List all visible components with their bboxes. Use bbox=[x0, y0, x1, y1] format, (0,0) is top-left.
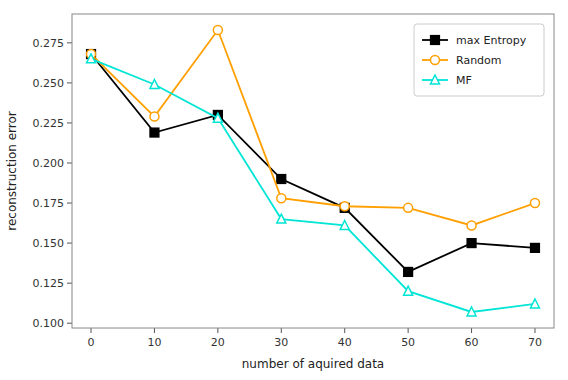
x-tick bbox=[217, 328, 218, 333]
legend: max Entropy Random MF bbox=[414, 24, 544, 96]
x-tick bbox=[154, 328, 155, 333]
x-tick-label: 30 bbox=[274, 336, 288, 349]
y-tick bbox=[67, 203, 72, 204]
y-tick bbox=[67, 283, 72, 284]
series-point bbox=[150, 128, 159, 137]
series-point bbox=[340, 202, 349, 211]
plot-frame bbox=[72, 14, 554, 328]
series-point bbox=[87, 54, 96, 63]
y-tick-label: 0.250 bbox=[33, 77, 65, 90]
series-line bbox=[91, 54, 535, 272]
x-tick bbox=[344, 328, 345, 333]
chart: 0.100 0.125 0.150 0.175 0.200 0.225 0.250 0.275… bbox=[0, 0, 568, 380]
series-point bbox=[340, 220, 349, 229]
series-point bbox=[150, 79, 159, 88]
series-line bbox=[91, 59, 535, 312]
y-tick bbox=[67, 42, 72, 43]
series-point bbox=[404, 203, 413, 212]
y-tick bbox=[67, 162, 72, 163]
y-tick bbox=[67, 122, 72, 123]
y-tick-label: 0.125 bbox=[33, 277, 65, 290]
y-tick-label: 0.150 bbox=[33, 237, 65, 250]
x-tick bbox=[408, 328, 409, 333]
series-point bbox=[530, 243, 539, 252]
series-point bbox=[467, 307, 476, 316]
x-tick-label: 50 bbox=[401, 336, 415, 349]
series-point bbox=[277, 214, 286, 223]
x-tick-label: 20 bbox=[211, 336, 225, 349]
series-point bbox=[213, 113, 222, 122]
y-tick-label: 0.100 bbox=[33, 317, 65, 330]
axes: 0.100 0.125 0.150 0.175 0.200 0.225 0.250 0.275… bbox=[33, 14, 555, 349]
series-point bbox=[530, 199, 539, 208]
x-axis-label: number of aquired data bbox=[242, 357, 384, 371]
x-tick bbox=[281, 328, 282, 333]
x-tick bbox=[534, 328, 535, 333]
series-point bbox=[277, 194, 286, 203]
legend-box bbox=[414, 24, 544, 96]
y-tick-label: 0.275 bbox=[33, 37, 65, 50]
series-point bbox=[404, 286, 413, 295]
x-tick-label: 60 bbox=[465, 336, 479, 349]
series-point bbox=[213, 26, 222, 35]
series-point bbox=[467, 239, 476, 248]
legend-swatch-marker bbox=[431, 75, 440, 84]
legend-label: max Entropy bbox=[456, 34, 527, 47]
series-point bbox=[404, 267, 413, 276]
series-point bbox=[150, 112, 159, 121]
y-tick bbox=[67, 243, 72, 244]
x-tick-label: 10 bbox=[147, 336, 161, 349]
y-tick-label: 0.175 bbox=[33, 197, 65, 210]
y-tick bbox=[67, 323, 72, 324]
y-axis-label: reconstruction error bbox=[5, 111, 19, 231]
series-point bbox=[277, 175, 286, 184]
legend-label: MF bbox=[456, 74, 472, 87]
legend-swatch-marker bbox=[431, 56, 440, 65]
y-tick-label: 0.225 bbox=[33, 117, 65, 130]
x-tick-label: 70 bbox=[528, 336, 542, 349]
legend-label: Random bbox=[456, 54, 502, 67]
y-tick-label: 0.200 bbox=[33, 157, 65, 170]
legend-swatch-marker bbox=[431, 36, 440, 45]
x-tick-label: 40 bbox=[338, 336, 352, 349]
series-line bbox=[91, 30, 535, 225]
series-point bbox=[530, 299, 539, 308]
x-tick bbox=[91, 328, 92, 333]
x-tick bbox=[471, 328, 472, 333]
series-point bbox=[467, 221, 476, 230]
x-tick-label: 0 bbox=[88, 336, 95, 349]
y-tick bbox=[67, 82, 72, 83]
